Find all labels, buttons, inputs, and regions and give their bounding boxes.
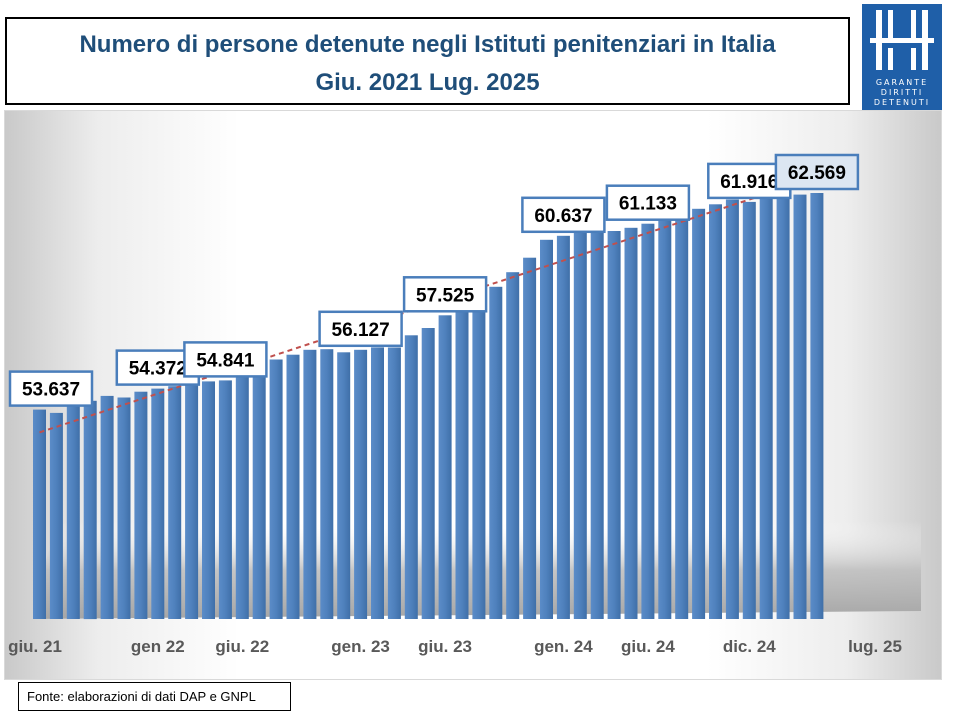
chart-subtitle: Giu. 2021 Lug. 2025 (315, 69, 540, 96)
x-tick-label: giu. 21 (8, 637, 62, 656)
bar (523, 257, 537, 619)
bar (185, 383, 199, 619)
bar (793, 194, 807, 619)
garante-logo: GARANTE DIRITTI DETENUTI (862, 4, 942, 110)
bar (658, 216, 672, 619)
bar (472, 303, 486, 620)
data-label-box (318, 310, 403, 348)
bar (49, 412, 63, 619)
bar (489, 286, 503, 619)
bar (33, 409, 46, 619)
data-label-text: 53.637 (22, 380, 80, 401)
x-tick-label: gen. 24 (534, 637, 593, 656)
bar (100, 395, 114, 619)
data-label: 62.569 (774, 153, 860, 191)
x-tick-label: gen. 23 (331, 637, 390, 656)
data-label-text: 61.133 (619, 194, 677, 215)
bar (354, 349, 368, 619)
bar (202, 381, 215, 619)
bar (725, 199, 739, 619)
data-label-text: 61.916 (720, 172, 778, 193)
bar (624, 227, 638, 620)
x-tick-label: gen 22 (131, 637, 185, 656)
logo-mark-icon (870, 10, 934, 70)
x-tick-label: dic. 24 (723, 637, 776, 656)
bar (151, 388, 165, 619)
data-label: 53.637 (8, 370, 94, 407)
data-label-text: 54.372 (129, 359, 187, 380)
bar (455, 311, 469, 619)
x-tick-label: giu. 23 (418, 637, 472, 656)
bar (573, 231, 587, 619)
bar (371, 347, 384, 619)
bar (269, 359, 283, 619)
bar (810, 193, 824, 619)
data-label: 56.127 (318, 310, 403, 348)
data-label-box (521, 196, 606, 234)
data-label-text: 57.525 (416, 285, 475, 306)
bar (134, 391, 148, 619)
logo-text-line1: GARANTE (875, 78, 929, 87)
bar (776, 187, 790, 620)
chart-svg: 53.637 54.372 54.841 56.127 57.525 60.637 61.1… (8, 153, 921, 656)
bar (742, 201, 756, 619)
data-label: 61.133 (605, 184, 691, 221)
logo-text-line3: DETENUTI (873, 98, 931, 107)
data-label: 60.637 (521, 196, 606, 234)
data-label-box (183, 341, 268, 378)
data-label: 54.841 (183, 341, 268, 378)
bar (675, 211, 689, 619)
bar (83, 400, 97, 620)
data-label-box (402, 276, 488, 313)
bar (421, 328, 435, 619)
bar (66, 405, 80, 619)
chart-area: 53.637 54.372 54.841 56.127 57.525 60.637 61.1… (4, 110, 942, 680)
data-label-text: 60.637 (534, 206, 592, 227)
chart-title: Numero di persone detenute negli Istitut… (79, 31, 776, 58)
bar (286, 354, 300, 619)
bar (387, 347, 401, 619)
bar (218, 380, 232, 619)
data-label-text: 54.841 (196, 350, 255, 371)
x-tick-label: giu. 24 (621, 637, 675, 656)
bar (759, 194, 773, 619)
bar (303, 349, 317, 619)
bar (117, 397, 131, 619)
bar (556, 235, 570, 620)
data-label-text: 62.569 (788, 163, 846, 184)
bar (438, 315, 452, 619)
bar (252, 369, 266, 619)
data-label: 57.525 (402, 276, 488, 313)
x-tick-label: giu. 22 (215, 637, 269, 656)
data-label-box (605, 184, 691, 221)
data-label-box (774, 153, 860, 191)
bar (607, 231, 621, 619)
bar (168, 386, 182, 619)
bar (709, 204, 722, 620)
bar (337, 352, 351, 620)
logo-text-line2: DIRITTI (880, 88, 924, 97)
data-label-box (8, 370, 94, 407)
bar (235, 376, 249, 619)
source-note: Fonte: elaborazioni di dati DAP e GNPL (18, 682, 291, 711)
bar (320, 349, 334, 619)
bar (692, 208, 706, 620)
chart-title-box: Numero di persone detenute negli Istitut… (5, 17, 850, 105)
bar (506, 272, 520, 619)
bar (540, 239, 553, 620)
bar (590, 229, 604, 620)
x-tick-label: lug. 25 (848, 637, 902, 656)
data-label-text: 56.127 (332, 320, 390, 341)
bar (404, 335, 418, 619)
bar (641, 223, 655, 619)
